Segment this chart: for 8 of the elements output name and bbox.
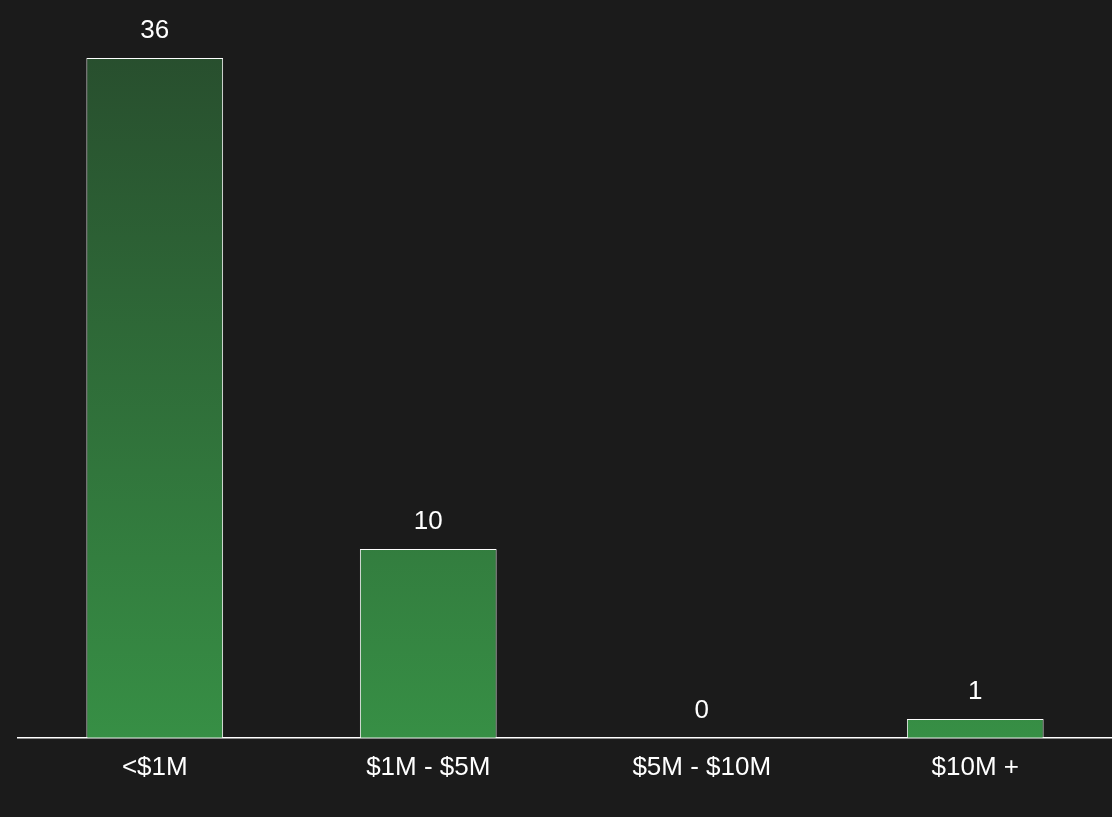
x-tick-label: <$1M [121, 750, 188, 781]
data-label: 10 [413, 505, 443, 536]
data-label: 36 [140, 14, 170, 45]
x-tick-label: $10M + [931, 750, 1019, 781]
data-label: 0 [694, 693, 709, 724]
data-label: 1 [968, 675, 983, 706]
x-tick-label: $5M - $10M [632, 750, 772, 781]
x-tick-label: $1M - $5M [366, 750, 491, 781]
